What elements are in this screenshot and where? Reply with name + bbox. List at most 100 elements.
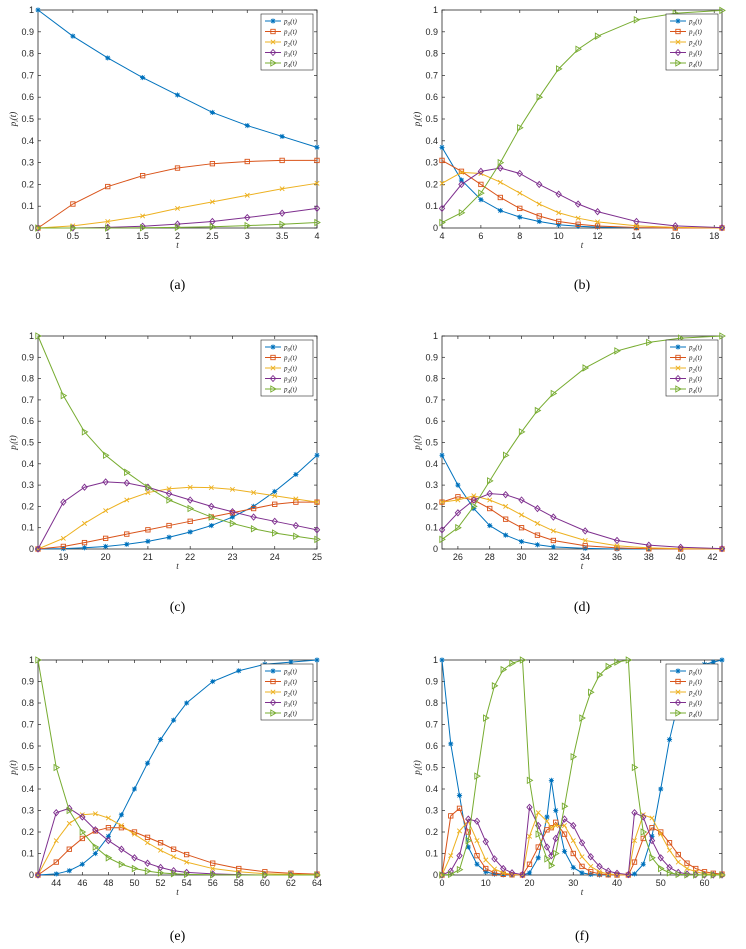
data-point-marker: [270, 385, 277, 393]
data-point-marker: [144, 859, 151, 867]
data-point-marker: [279, 220, 287, 229]
legend-label: p1(t): [283, 678, 298, 688]
data-point-marker: [575, 45, 583, 54]
data-point-marker: [552, 834, 559, 843]
data-point-marker: [438, 526, 446, 534]
panel-caption: (a): [170, 278, 186, 293]
data-point-marker: [279, 133, 285, 140]
data-point-marker: [229, 514, 236, 520]
data-point-marker: [675, 870, 683, 879]
data-point-marker: [478, 189, 485, 197]
x-axis-label: t: [176, 887, 179, 897]
data-point-marker: [675, 354, 681, 361]
data-point-marker: [516, 169, 523, 178]
data-point-marker: [633, 16, 641, 24]
data-point-marker: [518, 538, 525, 545]
chart-panel-f: 00.10.20.30.40.50.60.70.80.910 10 20 30 40 50…: [412, 655, 726, 944]
legend-label: p3(t): [283, 49, 298, 59]
data-point-marker: [270, 365, 276, 371]
x-tick-label: 36: [612, 552, 622, 562]
x-tick-label: 62: [286, 878, 296, 888]
x-tick-label: 54: [182, 878, 192, 888]
x-tick-label: 25: [312, 552, 322, 562]
data-point-marker: [579, 714, 586, 722]
y-tick-label: 0.9: [425, 352, 438, 362]
data-point-marker: [439, 452, 445, 458]
data-point-marker: [581, 527, 589, 535]
data-point-marker: [548, 861, 556, 870]
data-point-marker: [594, 32, 602, 40]
data-point-marker: [102, 478, 109, 486]
data-point-marker: [474, 853, 480, 859]
data-point-marker: [92, 826, 99, 834]
y-tick-label: 0: [433, 223, 438, 233]
legend-label: p1(t): [283, 354, 298, 364]
data-point-marker: [105, 224, 112, 232]
y-tick-label: 0.4: [425, 784, 438, 794]
y-tick-label: 0.5: [21, 438, 34, 448]
data-point-marker: [497, 158, 505, 167]
data-point-marker: [53, 871, 59, 877]
data-point-marker: [35, 224, 42, 232]
series-p3t: [438, 164, 726, 232]
data-point-marker: [613, 536, 621, 545]
legend-label: p3(t): [283, 375, 298, 385]
data-point-marker: [561, 831, 568, 837]
data-point-marker: [270, 344, 276, 350]
data-point-marker: [596, 671, 604, 679]
x-tick-label: 0: [35, 231, 40, 241]
y-tick-label: 0.8: [425, 49, 438, 59]
data-point-marker: [658, 831, 664, 837]
data-point-marker: [439, 144, 445, 150]
data-point-marker: [184, 859, 190, 865]
series-line: [37, 481, 318, 550]
data-point-marker: [439, 871, 446, 879]
data-point-marker: [458, 208, 466, 217]
data-point-marker: [474, 772, 481, 780]
legend-label: p1(t): [283, 28, 298, 38]
data-point-marker: [174, 92, 181, 98]
panel-caption: (d): [574, 600, 591, 615]
data-point-marker: [439, 499, 445, 505]
data-point-marker: [244, 192, 250, 198]
series-p0t: [35, 7, 320, 150]
y-tick-label: 1: [29, 331, 34, 341]
data-point-marker: [60, 391, 68, 400]
data-point-marker: [574, 200, 582, 208]
data-point-marker: [144, 834, 151, 841]
data-point-marker: [439, 657, 445, 663]
data-point-marker: [314, 144, 320, 150]
data-point-marker: [455, 482, 461, 488]
panel-caption: (c): [170, 600, 186, 615]
y-tick-label: 0.7: [425, 395, 438, 405]
x-tick-label: 2.5: [206, 231, 219, 241]
data-point-marker: [519, 512, 525, 518]
data-point-marker: [594, 207, 601, 216]
data-point-marker: [288, 659, 294, 665]
data-point-marker: [81, 428, 89, 436]
data-point-marker: [544, 814, 550, 820]
y-tick-label: 0.8: [21, 49, 34, 59]
y-axis-label: pi(t): [8, 112, 20, 128]
data-point-marker: [270, 668, 276, 674]
data-point-marker: [244, 122, 250, 129]
data-point-marker: [456, 792, 463, 799]
data-point-marker: [718, 223, 726, 232]
series-p3t: [438, 803, 726, 879]
data-point-marker: [672, 222, 679, 230]
y-tick-label: 0.6: [425, 741, 438, 751]
data-point-marker: [675, 668, 681, 674]
data-point-marker: [579, 870, 585, 876]
series-line: [37, 454, 318, 550]
data-point-marker: [500, 870, 506, 876]
data-point-marker: [157, 840, 164, 846]
data-point-marker: [166, 534, 172, 540]
series-p4t: [35, 656, 321, 879]
legend-label: p1(t): [688, 28, 703, 38]
legend-label: p0(t): [688, 18, 703, 28]
data-point-marker: [719, 657, 725, 663]
data-point-marker: [675, 385, 682, 393]
data-point-marker: [648, 836, 656, 845]
data-point-marker: [646, 546, 652, 552]
data-point-marker: [625, 656, 633, 664]
